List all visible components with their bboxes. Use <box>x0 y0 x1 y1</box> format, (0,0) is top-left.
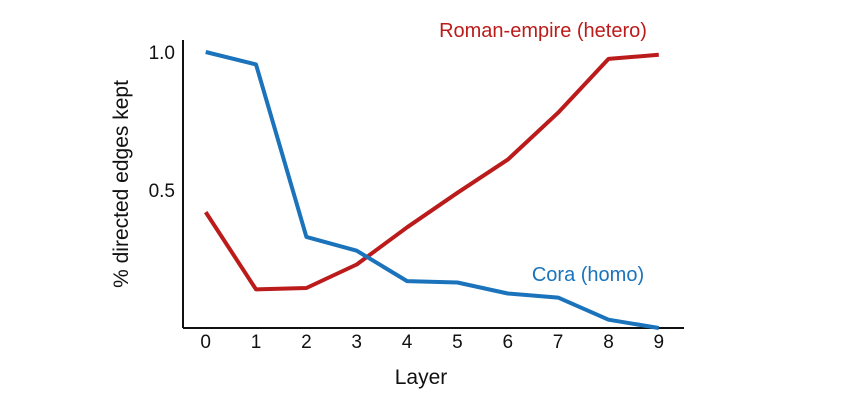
x-tick-labels: 0 1 2 3 4 5 6 7 8 9 <box>200 332 664 353</box>
x-tick-label: 6 <box>503 332 514 353</box>
x-tick-label: 0 <box>200 332 211 353</box>
x-tick-label: 4 <box>402 332 413 353</box>
y-tick-label: 0.5 <box>149 181 175 202</box>
x-tick-label: 8 <box>603 332 614 353</box>
x-tick-label: 1 <box>251 332 262 353</box>
x-tick-label: 3 <box>351 332 362 353</box>
y-tick-labels: 1.0 0.5 <box>149 43 175 202</box>
x-tick-label: 7 <box>553 332 564 353</box>
x-tick-label: 9 <box>654 332 665 353</box>
series-label-roman-empire: Roman-empire (hetero) <box>439 20 647 42</box>
series-line-0 <box>204 52 659 292</box>
series-lines <box>204 50 660 330</box>
x-tick-label: 2 <box>301 332 312 353</box>
axes <box>182 40 684 329</box>
x-tick-label: 5 <box>452 332 463 353</box>
series-label-cora: Cora (homo) <box>532 264 644 286</box>
x-axis-title: Layer <box>395 366 448 389</box>
y-axis-title: % directed edges kept <box>110 80 133 288</box>
series-line-1 <box>205 50 660 330</box>
y-tick-label: 1.0 <box>149 43 175 64</box>
